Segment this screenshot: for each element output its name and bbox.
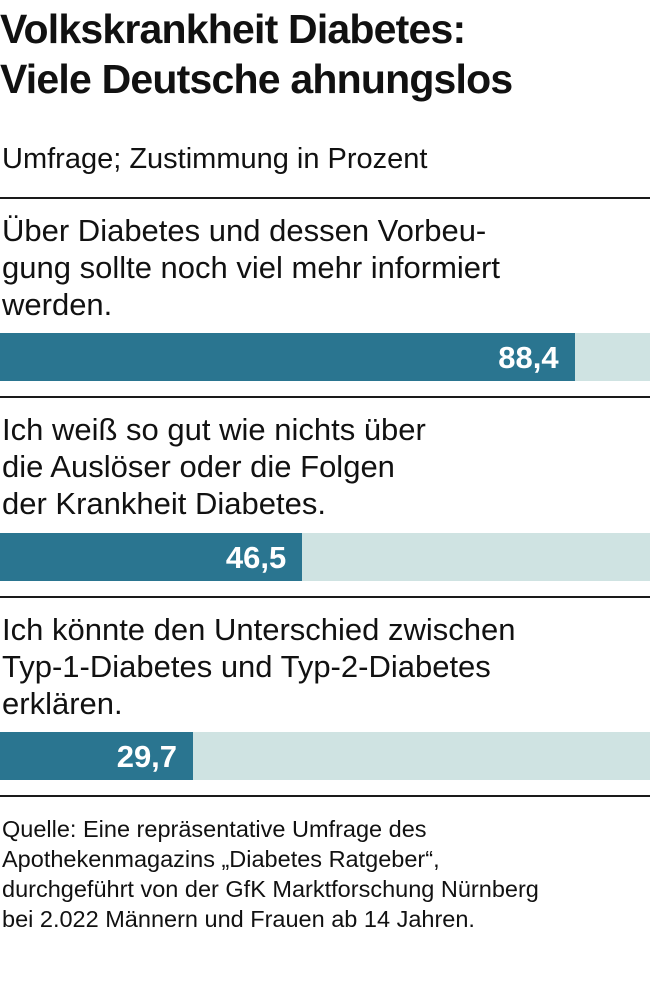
bar-3: 29,7 xyxy=(0,732,194,780)
question-1: Über Diabetes und dessen Vorbeu- gung so… xyxy=(2,212,642,323)
question-2-line-1: Ich weiß so gut wie nichts über xyxy=(2,412,426,447)
chart-title-line-2: Viele Deutsche ahnungslos xyxy=(0,56,513,102)
divider-bottom xyxy=(0,795,650,797)
source-line-2: Apothekenmagazins „Diabetes Ratgeber“, xyxy=(2,846,440,872)
question-3: Ich könnte den Unterschied zwischen Typ-… xyxy=(2,611,642,722)
question-2: Ich weiß so gut wie nichts über die Ausl… xyxy=(2,411,642,522)
question-1-line-2: gung sollte noch viel mehr informiert xyxy=(2,250,500,285)
bar-1: 88,4 xyxy=(0,333,575,381)
chart-subtitle: Umfrage; Zustimmung in Prozent xyxy=(2,143,428,175)
bar-track-1: 88,4 xyxy=(0,333,650,381)
question-2-line-3: der Krankheit Diabetes. xyxy=(2,486,326,521)
bar-1-value-label: 88,4 xyxy=(498,340,559,375)
source-line-1: Quelle: Eine repräsentative Umfrage des xyxy=(2,816,427,842)
chart-title: Volkskrankheit Diabetes: Viele Deutsche … xyxy=(0,4,656,104)
question-1-line-3: werden. xyxy=(2,287,113,322)
divider-1 xyxy=(0,396,650,398)
source-note: Quelle: Eine repräsentative Umfrage des … xyxy=(2,814,652,934)
source-line-4: bei 2.022 Männern und Frauen ab 14 Jahre… xyxy=(2,906,475,932)
bar-2: 46,5 xyxy=(0,533,303,581)
question-2-line-2: die Auslöser oder die Folgen xyxy=(2,449,395,484)
bar-3-value-label: 29,7 xyxy=(116,739,178,774)
bar-2-value-label: 46,5 xyxy=(225,540,287,575)
bar-track-2: 46,5 xyxy=(0,533,650,581)
question-3-line-1: Ich könnte den Unterschied zwischen xyxy=(2,612,516,647)
divider-top xyxy=(0,197,650,199)
chart-title-line-1: Volkskrankheit Diabetes: xyxy=(0,6,466,52)
question-3-line-3: erklären. xyxy=(2,686,123,721)
divider-2 xyxy=(0,596,650,598)
source-line-3: durchgeführt von der GfK Marktforschung … xyxy=(2,876,539,902)
question-1-line-1: Über Diabetes und dessen Vorbeu- xyxy=(2,213,487,248)
question-3-line-2: Typ-1-Diabetes und Typ-2-Diabetes xyxy=(2,649,491,684)
bar-track-3: 29,7 xyxy=(0,732,650,780)
